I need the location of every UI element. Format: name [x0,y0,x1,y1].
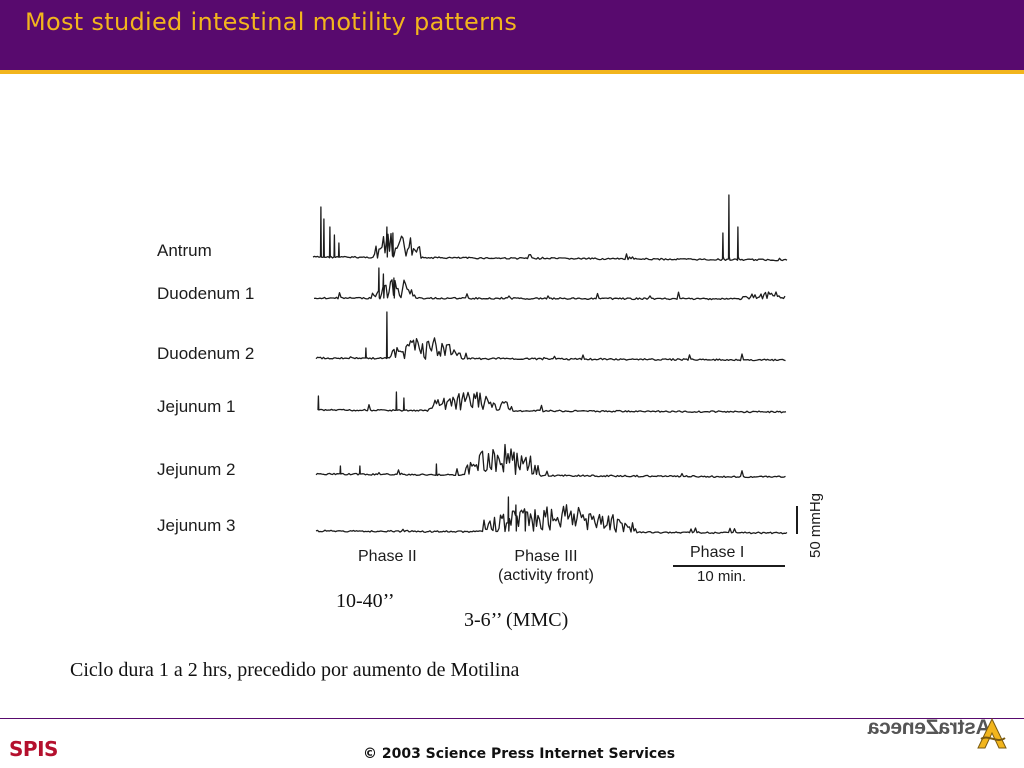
trace-duodenum-1 [313,267,786,301]
trace-duodenum-2 [315,311,786,362]
time-scale-bar [673,565,785,567]
slide-title: Most studied intestinal motility pattern… [25,8,518,36]
astrazeneca-logo-text: AstraZeneca [868,716,991,739]
interval-annotation-2: 3-6’’ (MMC) [464,609,569,631]
trace-label-jejunum-1: Jejunum 1 [157,397,236,416]
trace-label-duodenum-1: Duodenum 1 [157,284,255,303]
phase-3-title: Phase III [514,548,578,565]
phase-2-label: Phase II [358,548,417,565]
trace-label-jejunum-3: Jejunum 3 [157,516,236,535]
slide-header: Most studied intestinal motility pattern… [0,0,1024,70]
copyright-label: © 2003 Science Press Internet Services [362,746,676,762]
trace-label-antrum: Antrum [157,241,212,260]
pressure-scale-bar [796,506,798,534]
motility-traces-figure [312,194,788,535]
interval-annotation-1: 10-40’’ [336,590,395,612]
footer-rule [0,718,1024,719]
trace-label-duodenum-2: Duodenum 2 [157,344,255,363]
astrazeneca-logo-icon [977,717,1007,749]
pressure-scale-label-wrap: 50 mmHg [804,478,826,558]
pressure-scale-label: 50 mmHg [807,492,824,558]
cycle-note: Ciclo dura 1 a 2 hrs, precedido por aume… [70,659,520,681]
copyright-text: © 2003 Science Press Internet Services [0,746,1024,762]
phase-3-subtitle: (activity front) [497,567,594,584]
phase-3-label: Phase III (activity front) [489,547,603,585]
trace-jejunum-1 [317,391,787,414]
trace-antrum [312,194,788,262]
trace-label-jejunum-2: Jejunum 2 [157,460,236,479]
time-scale-label: 10 min. [697,568,747,585]
trace-jejunum-3 [315,496,788,535]
phase-1-label: Phase I [690,544,745,561]
trace-jejunum-2 [315,443,786,479]
spis-logo: SPIS [9,737,58,761]
header-accent-rule [0,70,1024,74]
